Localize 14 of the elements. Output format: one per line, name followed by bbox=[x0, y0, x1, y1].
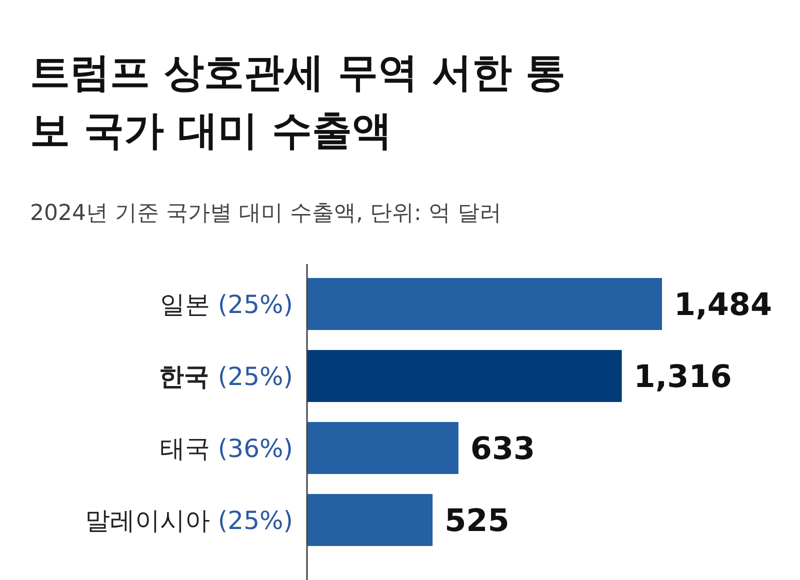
bar bbox=[307, 278, 662, 330]
bar bbox=[307, 494, 433, 546]
y-tick-label: 한국 (25%) bbox=[159, 362, 293, 391]
y-tick-label: 태국 (36%) bbox=[160, 434, 293, 463]
bar bbox=[307, 422, 458, 474]
data-label: 525 bbox=[444, 503, 510, 539]
y-tick-label: 말레이시아 (25%) bbox=[84, 506, 293, 535]
data-label: 1,316 bbox=[634, 359, 732, 395]
bar bbox=[307, 350, 622, 402]
data-label: 1,484 bbox=[674, 287, 772, 323]
y-tick-label: 일본 (25%) bbox=[160, 290, 293, 319]
data-label: 633 bbox=[470, 431, 536, 467]
chart-title: 트럼프 상호관세 무역 서한 통보 국가 대미 수출액 bbox=[30, 49, 567, 156]
chart-subtitle: 2024년 기준 국가별 대미 수출액, 단위: 억 달러 bbox=[30, 200, 502, 228]
